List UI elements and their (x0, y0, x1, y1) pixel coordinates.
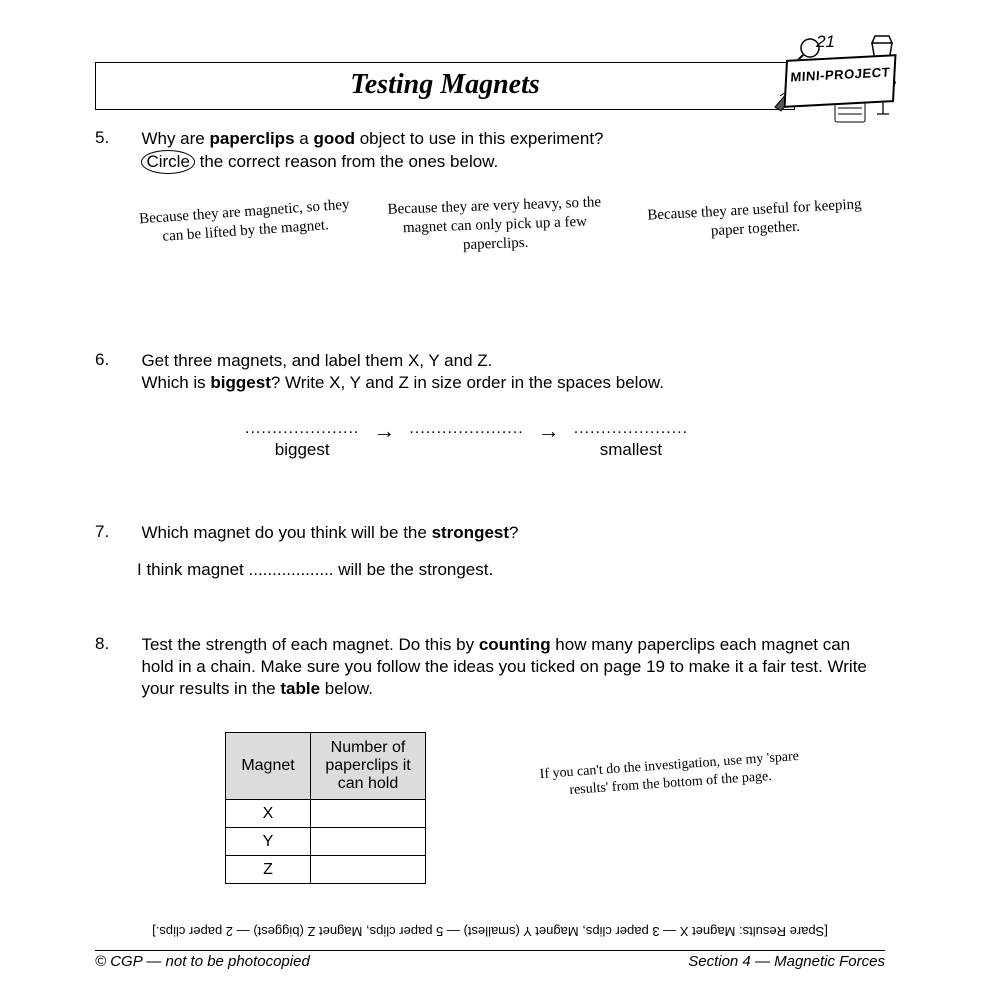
q8-text: Test the strength of each magnet. Do thi… (141, 634, 881, 700)
cell-blank[interactable] (311, 856, 426, 884)
option-b[interactable]: Because they are very heavy, so the magn… (379, 193, 611, 258)
label-smallest: smallest (574, 440, 688, 460)
slot-middle[interactable]: ..................... (409, 420, 523, 460)
worksheet-page: 21 Testing Magnets MINI-PROJECT 5. Why a… (95, 32, 905, 970)
spare-results-note: If you can't do the investigation, use m… (534, 748, 806, 803)
q5-line2: the correct reason from the ones below. (195, 152, 498, 171)
slot-biggest[interactable]: ..................... biggest (245, 420, 359, 460)
cell-magnet: Z (226, 856, 311, 884)
cell-magnet: Y (226, 828, 311, 856)
circle-word: Circle (141, 150, 194, 174)
q6-text: Get three magnets, and label them X, Y a… (141, 350, 881, 394)
option-a[interactable]: Because they are magnetic, so they can b… (129, 195, 361, 249)
mini-project-graphic: MINI-PROJECT (765, 32, 915, 127)
label-biggest: biggest (245, 440, 359, 460)
q6-number: 6. (95, 350, 137, 370)
question-7: 7. Which magnet do you think will be the… (95, 522, 885, 544)
q7-answer-line[interactable]: I think magnet .................. will b… (137, 560, 927, 580)
page-title: Testing Magnets (95, 62, 795, 110)
q7-text: Which magnet do you think will be the st… (141, 522, 881, 544)
q8-number: 8. (95, 634, 137, 654)
footer-left: © CGP — not to be photocopied (95, 953, 310, 970)
q5-text: Why are paperclips a good object to use … (141, 128, 881, 174)
slot-smallest[interactable]: ..................... smallest (574, 420, 688, 460)
table-row: X (226, 800, 426, 828)
cell-magnet: X (226, 800, 311, 828)
cell-blank[interactable] (311, 800, 426, 828)
q5-number: 5. (95, 128, 137, 148)
mini-project-badge: MINI-PROJECT (784, 54, 897, 108)
option-c[interactable]: Because they are useful for keeping pape… (639, 195, 871, 245)
table-row: Y (226, 828, 426, 856)
size-order-row: ..................... biggest → ........… (245, 420, 688, 460)
question-6: 6. Get three magnets, and label them X, … (95, 350, 885, 394)
results-table: Magnet Number of paperclips it can hold … (225, 732, 426, 884)
spare-results-upside-down: [Spare Results: Magnet X — 3 paper clips… (95, 924, 885, 939)
arrow-icon: → (524, 418, 574, 444)
table-row: Z (226, 856, 426, 884)
blank-dots: ..................... (245, 420, 359, 438)
th-count: Number of paperclips it can hold (311, 733, 426, 800)
question-8: 8. Test the strength of each magnet. Do … (95, 634, 885, 700)
th-magnet: Magnet (226, 733, 311, 800)
blank-dots: ..................... (409, 420, 523, 438)
blank-dots: ..................... (574, 420, 688, 438)
q5-line1: Why are paperclips a good object to use … (141, 129, 603, 148)
page-footer: © CGP — not to be photocopied Section 4 … (95, 950, 885, 970)
cell-blank[interactable] (311, 828, 426, 856)
question-5: 5. Why are paperclips a good object to u… (95, 128, 885, 174)
q7-number: 7. (95, 522, 137, 542)
arrow-icon: → (359, 418, 409, 444)
footer-right: Section 4 — Magnetic Forces (688, 953, 885, 970)
